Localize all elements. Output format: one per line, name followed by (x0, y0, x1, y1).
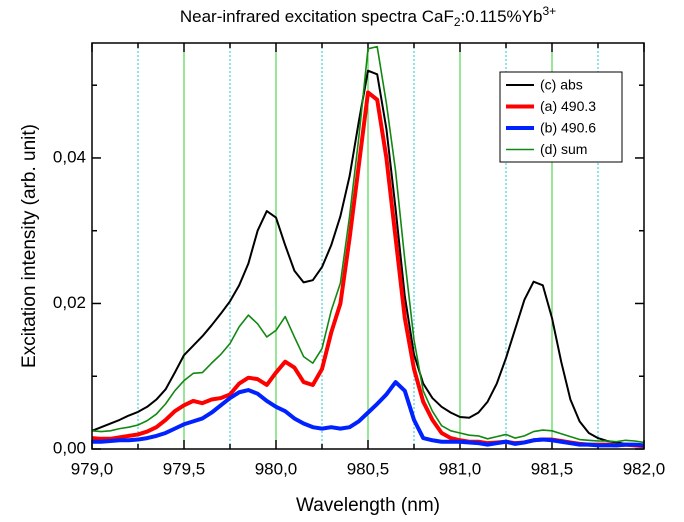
x-axis-label: Wavelength (nm) (296, 495, 440, 516)
x-tick-label: 981,5 (531, 459, 574, 478)
data-line (91, 45, 645, 444)
x-tick-label: 982,0 (623, 459, 666, 478)
legend-label: (c) abs (540, 77, 583, 93)
title-text: Near-infrared excitation spectra CaF (180, 7, 454, 26)
x-tick-label: 980,0 (255, 459, 298, 478)
plot-frame (91, 42, 645, 450)
data-line (92, 380, 645, 448)
title-sup: 3+ (542, 4, 556, 18)
data-line (91, 69, 645, 447)
y-tick-label: 0,02 (53, 293, 86, 312)
legend-label: (d) sum (540, 141, 587, 157)
legend-box (499, 71, 623, 163)
chart-title: Near-infrared excitation spectra CaF2:0.… (180, 4, 556, 29)
x-tick-label: 980,5 (347, 459, 390, 478)
title-sub: 2 (454, 15, 461, 29)
x-tick-label: 979,5 (163, 459, 206, 478)
y-tick-label: 0,00 (53, 438, 86, 457)
legend-label: (b) 490.6 (540, 120, 596, 136)
y-axis-label: Excitation intensity (arb. unit) (19, 124, 40, 368)
legend-label: (a) 490.3 (540, 98, 596, 114)
x-tick-label: 981,0 (439, 459, 482, 478)
y-tick-label: 0,04 (53, 147, 86, 166)
title-text: :0.115%Yb (461, 7, 543, 26)
x-tick-label: 979,0 (71, 459, 114, 478)
